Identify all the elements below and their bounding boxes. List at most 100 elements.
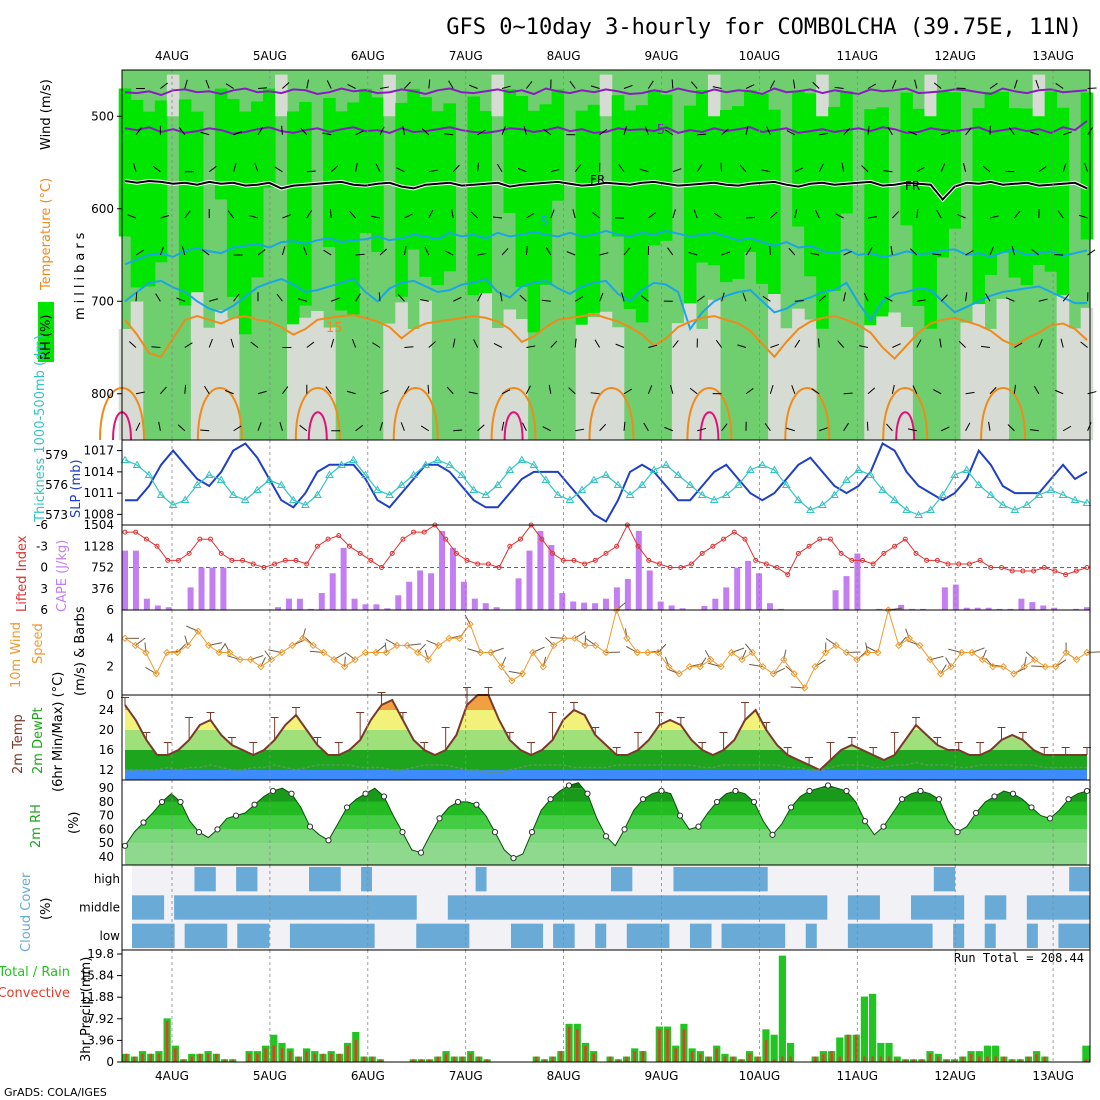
wind-barb xyxy=(664,129,674,136)
wind-barb xyxy=(230,338,235,348)
rh-dry-cell xyxy=(190,292,204,440)
wind-barb xyxy=(1084,163,1089,172)
cape-bar xyxy=(832,590,839,610)
rh-point xyxy=(954,828,961,836)
wind-barb xyxy=(769,80,776,89)
precip-tick-label: 11.88 xyxy=(80,990,114,1004)
cape-bar xyxy=(417,570,424,610)
lifted-index-point xyxy=(785,572,791,578)
wind-barb xyxy=(160,215,170,219)
wind-barb xyxy=(448,80,454,89)
thickness-point xyxy=(505,465,515,473)
lifted-index-point xyxy=(550,550,556,556)
cape-tick-label: 1504 xyxy=(83,518,114,532)
cloud-cell-middle xyxy=(500,895,512,920)
wind-barb xyxy=(176,297,185,302)
rh-dry-cell xyxy=(311,311,324,440)
precip-conv-bar xyxy=(789,1056,792,1062)
wind-barb xyxy=(452,296,462,302)
cloud-cell-low xyxy=(858,923,870,948)
rh-point xyxy=(251,801,258,808)
thickness-point xyxy=(144,470,154,478)
wind-barb xyxy=(453,429,463,432)
lifted-index-point xyxy=(966,561,972,567)
wind-barb xyxy=(863,292,869,302)
rh-moist-cell xyxy=(876,107,889,319)
precip-conv-bar xyxy=(543,1059,546,1062)
wind-barb xyxy=(843,127,851,136)
wind-barb xyxy=(693,209,698,219)
precip-total-bar xyxy=(877,1042,885,1062)
wind-barb xyxy=(204,385,210,395)
wind-barb xyxy=(843,392,853,395)
lifted-index-point xyxy=(133,529,139,535)
cloud-cell-low xyxy=(310,923,322,948)
wind-barb xyxy=(303,246,308,256)
cloud-cell-middle xyxy=(216,895,228,920)
wind-barb xyxy=(867,83,877,89)
cloud-cell-low xyxy=(647,923,659,948)
wind-barb xyxy=(493,342,503,348)
cape-bar xyxy=(701,606,708,610)
rh-moist-cell xyxy=(1056,107,1070,300)
rh-band xyxy=(125,843,1087,865)
wind-barb xyxy=(349,210,356,219)
wind-speed-point xyxy=(508,677,516,685)
wind-barb xyxy=(788,247,796,256)
rh-point xyxy=(269,787,277,795)
precip-conv-bar xyxy=(551,1056,554,1062)
cape-bar xyxy=(974,607,981,610)
wind-barb xyxy=(770,343,780,348)
rh-point xyxy=(140,819,147,826)
rh-dry-cell xyxy=(419,300,432,440)
cape-bar xyxy=(657,601,664,610)
precip-conv-bar xyxy=(846,1034,850,1062)
cloud-cell-low xyxy=(447,923,459,948)
rh-dry-cell xyxy=(395,302,408,440)
precip-conv-bar xyxy=(912,1059,915,1062)
temp-tick-label: 24 xyxy=(99,703,114,717)
wind-barb xyxy=(988,421,991,431)
temp-tick-label: 16 xyxy=(99,743,114,757)
wind-barb xyxy=(526,345,536,348)
thickness-point xyxy=(697,490,707,498)
thickness-point xyxy=(288,495,298,503)
cloud-cell-high xyxy=(475,867,487,892)
wind-barb xyxy=(257,422,262,431)
wind-speed-point xyxy=(361,648,370,657)
wind-barb xyxy=(257,87,268,89)
rh-moist-cell xyxy=(840,90,853,214)
precip-total-bar xyxy=(869,993,877,1062)
rh-dry-cell xyxy=(924,74,937,117)
wind-barb xyxy=(647,80,654,89)
wind-barb xyxy=(151,346,161,348)
wind-barb xyxy=(517,167,527,173)
wind-10m-barb xyxy=(302,628,306,639)
lifted-index-point xyxy=(614,543,620,549)
wind-speed-point xyxy=(685,662,694,671)
cloud-cell-middle xyxy=(953,895,965,920)
precip-conv-bar xyxy=(740,1059,743,1062)
cloud-cell-middle xyxy=(353,895,365,920)
precip-conv-bar xyxy=(723,1056,727,1062)
wind-label: Wind (m/s) xyxy=(39,79,54,150)
wind-barb xyxy=(696,295,705,302)
cloud-cell-low xyxy=(742,923,754,948)
rh-point xyxy=(639,796,647,803)
y-tick-label: 600 xyxy=(91,202,114,216)
wind-barb xyxy=(1080,341,1088,348)
cloud-cell-middle xyxy=(153,895,165,920)
thickness-point xyxy=(385,490,394,498)
cloud-cell-low xyxy=(900,923,912,948)
cloud-cell-middle xyxy=(805,895,817,920)
wind-barb xyxy=(618,164,625,173)
rh-moist-cell xyxy=(635,105,649,323)
thickness-point xyxy=(974,480,984,488)
wind-speed-point xyxy=(257,662,265,671)
rh-moist-cell xyxy=(695,90,709,263)
precip-conv-bar xyxy=(945,1059,948,1062)
wind-barb xyxy=(664,426,673,432)
wind-speed-point xyxy=(675,670,683,678)
wind-barb xyxy=(347,83,356,89)
precip-conv-bar xyxy=(133,1056,136,1062)
